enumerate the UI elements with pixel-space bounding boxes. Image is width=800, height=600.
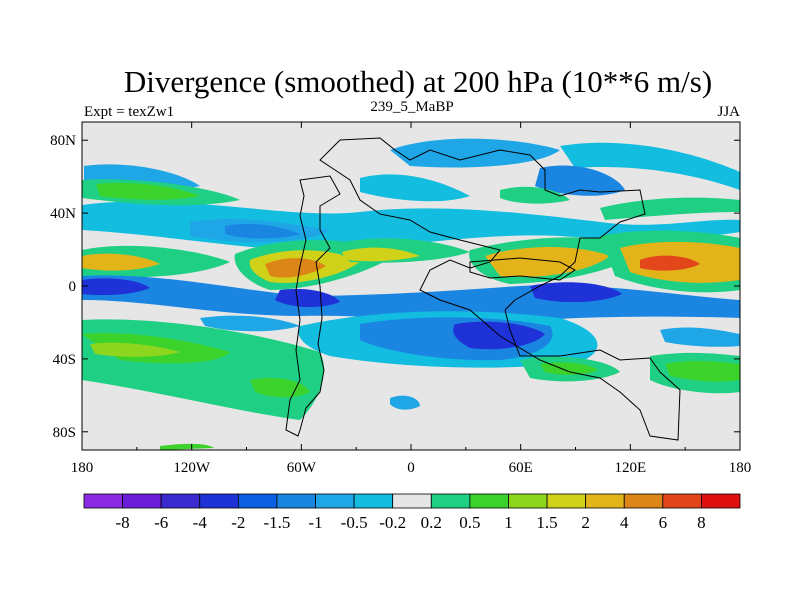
colorbar-swatch: [83, 493, 123, 509]
contour-band: [265, 258, 326, 278]
x-tick-label: 180: [729, 460, 752, 476]
colorbar-label: -0.5: [341, 513, 368, 532]
colorbar-swatch: [122, 493, 162, 509]
colorbar-swatch: [392, 493, 432, 509]
contour-band: [665, 360, 740, 382]
x-tick-label: 180: [71, 460, 94, 476]
contour-band: [82, 253, 160, 271]
center-string: 239_5_MaBP: [370, 99, 453, 115]
contour-band: [275, 288, 340, 308]
contour-band: [640, 255, 700, 271]
left-string: Expt = texZw1: [84, 104, 174, 120]
right-string: JJA: [717, 104, 740, 120]
colorbar-label: -2: [231, 513, 245, 532]
colorbar-swatch: [585, 493, 625, 509]
contour-band: [90, 342, 180, 357]
contour-band: [500, 186, 570, 204]
contour-band: [82, 278, 150, 296]
chart-title: Divergence (smoothed) at 200 hPa (10**6 …: [124, 64, 712, 99]
colorbar-swatch: [353, 493, 394, 509]
y-tick-label: 40S: [53, 352, 76, 368]
colorbar-label: -6: [154, 513, 168, 532]
contour-band: [660, 327, 740, 347]
colorbar-label: -0.2: [379, 513, 406, 532]
colorbar-label: -4: [193, 513, 208, 532]
contour-band: [485, 246, 610, 278]
y-tick-label: 0: [69, 279, 77, 295]
colorbar-label: 4: [620, 513, 629, 532]
colorbar-swatch: [160, 493, 201, 509]
colorbar-label: -8: [116, 513, 130, 532]
colorbar-label: 6: [659, 513, 668, 532]
y-tick-label: 40N: [50, 206, 76, 222]
colorbar-swatch: [237, 493, 278, 509]
contour-band: [600, 197, 740, 220]
colorbar-swatch: [315, 493, 355, 509]
contour-band: [390, 138, 560, 168]
colorbar-label: 8: [697, 513, 706, 532]
y-tick-label: 80N: [50, 133, 76, 149]
axes: 180 120W 60W 0 60E 120E 180 80N 40N 0 40S 80S: [50, 122, 751, 476]
x-tick-label: 0: [407, 460, 415, 476]
colorbar-label: 0.5: [459, 513, 480, 532]
colorbar-swatch: [430, 493, 471, 509]
x-tick-label: 60W: [287, 460, 317, 476]
colorbar-swatch: [662, 493, 702, 509]
colorbar-swatch: [546, 493, 587, 509]
x-tick-label: 60E: [509, 460, 533, 476]
contour-band: [390, 395, 420, 410]
colorbar-label: 1: [504, 513, 513, 532]
contour-band: [250, 377, 310, 398]
colorbar-label: -1.5: [263, 513, 290, 532]
colorbar-swatch: [199, 493, 239, 509]
coastline: [319, 137, 681, 441]
y-tick-label: 80S: [53, 425, 76, 441]
colorbar-label: 1.5: [536, 513, 557, 532]
contour-band: [200, 315, 300, 332]
contour-band: [225, 223, 300, 239]
colorbar-swatch: [623, 493, 664, 509]
colorbar-label: 2: [581, 513, 590, 532]
colorbar-swatch: [701, 493, 741, 509]
coastline: [469, 257, 576, 281]
coastline: [285, 175, 341, 437]
colorbar-swatch: [469, 493, 509, 509]
contour-band: [560, 142, 740, 190]
x-tick-label: 120E: [614, 460, 646, 476]
contour-band: [360, 174, 470, 202]
contour-band: [535, 165, 625, 196]
colorbar-swatch: [276, 493, 316, 509]
contour-band: [96, 182, 200, 200]
contour-band: [342, 247, 420, 262]
contour-band: [530, 282, 622, 303]
colorbar-swatch: [508, 493, 548, 509]
contour-band: [160, 443, 214, 450]
colorbar-label: -1: [308, 513, 322, 532]
colorbar: -8 -6 -4 -2 -1.5 -1 -0.5 -0.2 0.2 0.5 1 1.5 2 4 6 8: [83, 493, 741, 532]
colorbar-label: 0.2: [421, 513, 442, 532]
x-tick-label: 120W: [173, 460, 211, 476]
